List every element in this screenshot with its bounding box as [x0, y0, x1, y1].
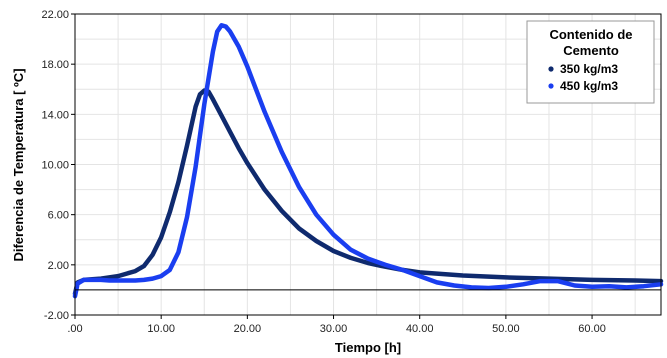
y-axis-title: Diferencia de Temperatura [ ºC]	[11, 68, 26, 261]
x-tick-label: 50.00	[492, 323, 520, 335]
legend-title-line-1: Contenido de	[549, 27, 632, 42]
legend: Contenido de Cemento 350 kg/m3 450 kg/m3	[526, 20, 655, 104]
x-tick-label: .00	[67, 323, 82, 335]
x-tick-label: 30.00	[320, 323, 348, 335]
x-axis-title: Tiempo [h]	[335, 340, 401, 355]
legend-marker-350	[548, 66, 554, 72]
y-tick-label: 10.00	[41, 160, 69, 172]
y-tick-label: 6.00	[48, 210, 69, 222]
legend-marker-450	[548, 83, 554, 89]
legend-label-350: 350 kg/m3	[560, 62, 618, 76]
series-layer	[72, 23, 664, 299]
legend-box	[526, 20, 655, 104]
series-line-350	[72, 88, 664, 296]
legend-title-line-2: Cemento	[563, 43, 619, 58]
legend-label-450: 450 kg/m3	[560, 79, 618, 93]
y-tick-label: 22.00	[41, 9, 69, 21]
x-tick-label: 40.00	[406, 323, 434, 335]
y-tick-label: 14.00	[41, 109, 69, 121]
y-tick-label: 18.00	[41, 59, 69, 71]
ticks: .00 10.00 20.00 30.00 40.00 50.00 60.00 -2.00 2.…	[41, 9, 605, 335]
x-tick-label: 20.00	[234, 323, 262, 335]
y-tick-label: -2.00	[44, 310, 69, 322]
x-tick-label: 60.00	[578, 323, 606, 335]
y-tick-label: 2.00	[48, 260, 69, 272]
series-line-450	[72, 23, 664, 299]
x-tick-label: 10.00	[147, 323, 175, 335]
